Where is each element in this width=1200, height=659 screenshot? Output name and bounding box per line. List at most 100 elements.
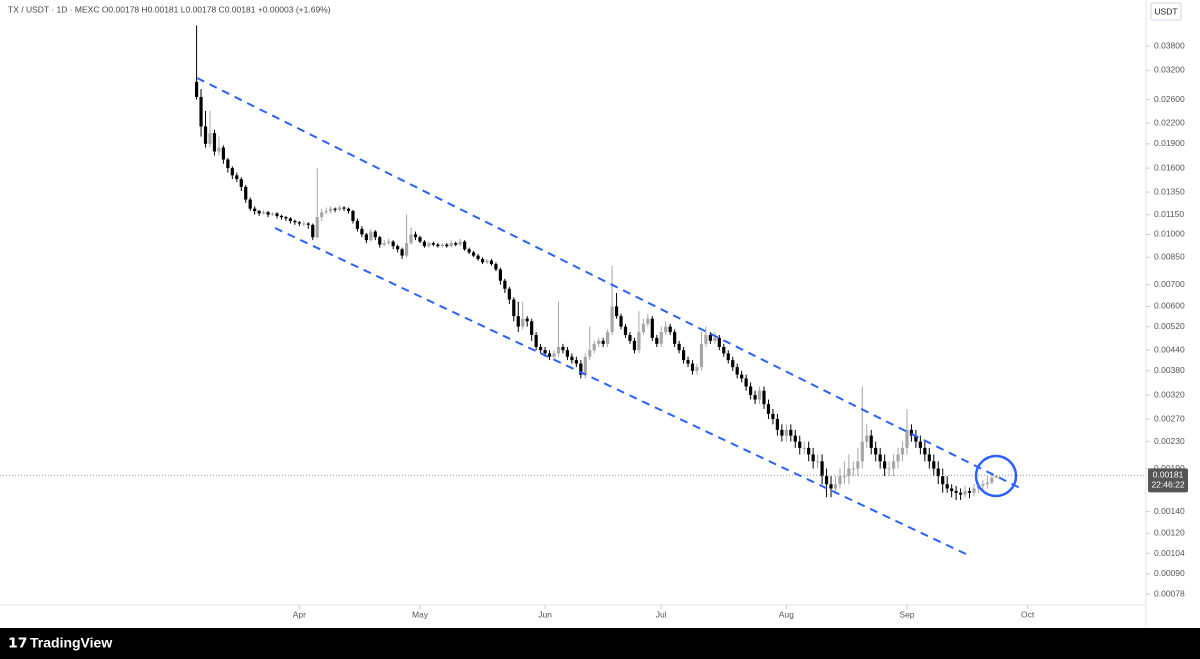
candle-body	[235, 175, 239, 180]
candle-body	[677, 343, 681, 351]
y-tick-label: 0.01150	[1154, 209, 1184, 219]
currency-box[interactable]	[1150, 2, 1182, 21]
candle-body	[891, 461, 896, 469]
candle-body	[378, 237, 382, 245]
candle-body	[967, 491, 972, 493]
candle-body	[467, 249, 471, 253]
y-tick-label: 0.02200	[1154, 117, 1185, 127]
candle-body	[391, 241, 395, 247]
candle-body	[360, 228, 364, 235]
candle-body	[561, 346, 565, 351]
last-price-label: 0.00181	[1153, 470, 1184, 480]
candle-body	[802, 447, 806, 449]
candle-body	[950, 488, 954, 492]
candle-body	[838, 476, 842, 485]
candle-body	[789, 429, 793, 436]
candle-body	[436, 244, 440, 247]
candle-body	[883, 461, 887, 469]
candle-body	[807, 447, 811, 455]
candle-body	[302, 223, 306, 225]
candle-body	[659, 332, 663, 344]
candle-body	[722, 346, 726, 354]
candle-body	[847, 468, 851, 477]
candle-body	[731, 360, 735, 368]
candle-body	[556, 346, 561, 354]
candle-body	[199, 96, 203, 127]
y-tick-label: 0.00440	[1154, 344, 1185, 354]
candle-body	[534, 334, 538, 347]
currency-label[interactable]: USDT	[1154, 6, 1177, 16]
candle-body	[798, 441, 802, 448]
candle-body	[400, 249, 404, 256]
candle-body	[463, 241, 467, 250]
candle-body	[717, 337, 721, 347]
y-tick-label: 0.00104	[1154, 548, 1185, 558]
candle-body	[664, 326, 668, 333]
candle-body	[811, 454, 815, 462]
candle-body	[221, 147, 225, 160]
candle-body	[699, 343, 704, 368]
y-tick-label: 0.00120	[1154, 528, 1185, 538]
candle-body	[646, 318, 650, 324]
candle-body	[932, 461, 936, 469]
candle-body	[632, 340, 637, 351]
candle-body	[896, 454, 900, 462]
candle-body	[253, 208, 257, 212]
candle-body	[874, 447, 878, 455]
candle-body	[726, 353, 730, 361]
candle-body	[297, 222, 301, 224]
candle-body	[342, 207, 346, 209]
y-tick-label: 0.00520	[1154, 321, 1185, 331]
candle-body	[623, 326, 628, 335]
candle-body	[816, 461, 820, 463]
candle-body	[583, 356, 587, 375]
candle-body	[279, 215, 284, 218]
candle-body	[610, 306, 614, 333]
candle-body	[574, 360, 578, 364]
logo-mark: 𝟭𝟳	[8, 635, 27, 651]
candle-body	[396, 246, 400, 250]
candle-body	[766, 404, 771, 414]
candle-body	[512, 299, 516, 317]
y-tick-label: 0.01350	[1154, 186, 1185, 196]
candle-body	[771, 413, 775, 420]
candle-body	[793, 435, 797, 442]
candle-body	[552, 353, 556, 357]
candle-body	[941, 476, 945, 485]
candle-body	[597, 340, 601, 344]
candle-body	[981, 484, 985, 486]
y-tick-label: 0.00140	[1154, 506, 1185, 516]
x-tick-label: Apr	[293, 609, 306, 619]
candle-body	[337, 207, 342, 210]
candle-body	[530, 321, 534, 335]
candle-body	[355, 220, 360, 229]
candle-body	[494, 264, 498, 270]
candle-body	[824, 476, 829, 485]
candle-body	[270, 213, 275, 215]
x-tick-label: Aug	[779, 609, 794, 619]
candle-body	[757, 390, 762, 400]
candle-body	[784, 429, 788, 436]
y-tick-label: 0.01000	[1154, 229, 1185, 239]
candle-body	[351, 211, 355, 221]
candle-body	[284, 217, 288, 219]
candle-body	[293, 220, 297, 223]
candle-body	[833, 484, 838, 489]
candle-body	[404, 243, 409, 256]
candle-body	[740, 374, 744, 379]
candle-body	[387, 241, 391, 244]
price-axis: 0.03800 0.03200 0.02600 0.02200 0.01900 0.016…	[293, 40, 1188, 619]
candle-body	[887, 468, 891, 470]
candle-body	[735, 367, 739, 375]
candle-body	[208, 133, 212, 144]
candle-body	[346, 208, 351, 212]
chart-background	[0, 0, 1200, 628]
candle-body	[422, 241, 427, 247]
candle-body	[695, 367, 699, 371]
candle-body	[681, 350, 686, 361]
y-tick-label: 0.01900	[1154, 138, 1185, 148]
candle-body	[713, 337, 717, 341]
candle-body	[413, 234, 418, 238]
candle-body	[547, 353, 552, 357]
